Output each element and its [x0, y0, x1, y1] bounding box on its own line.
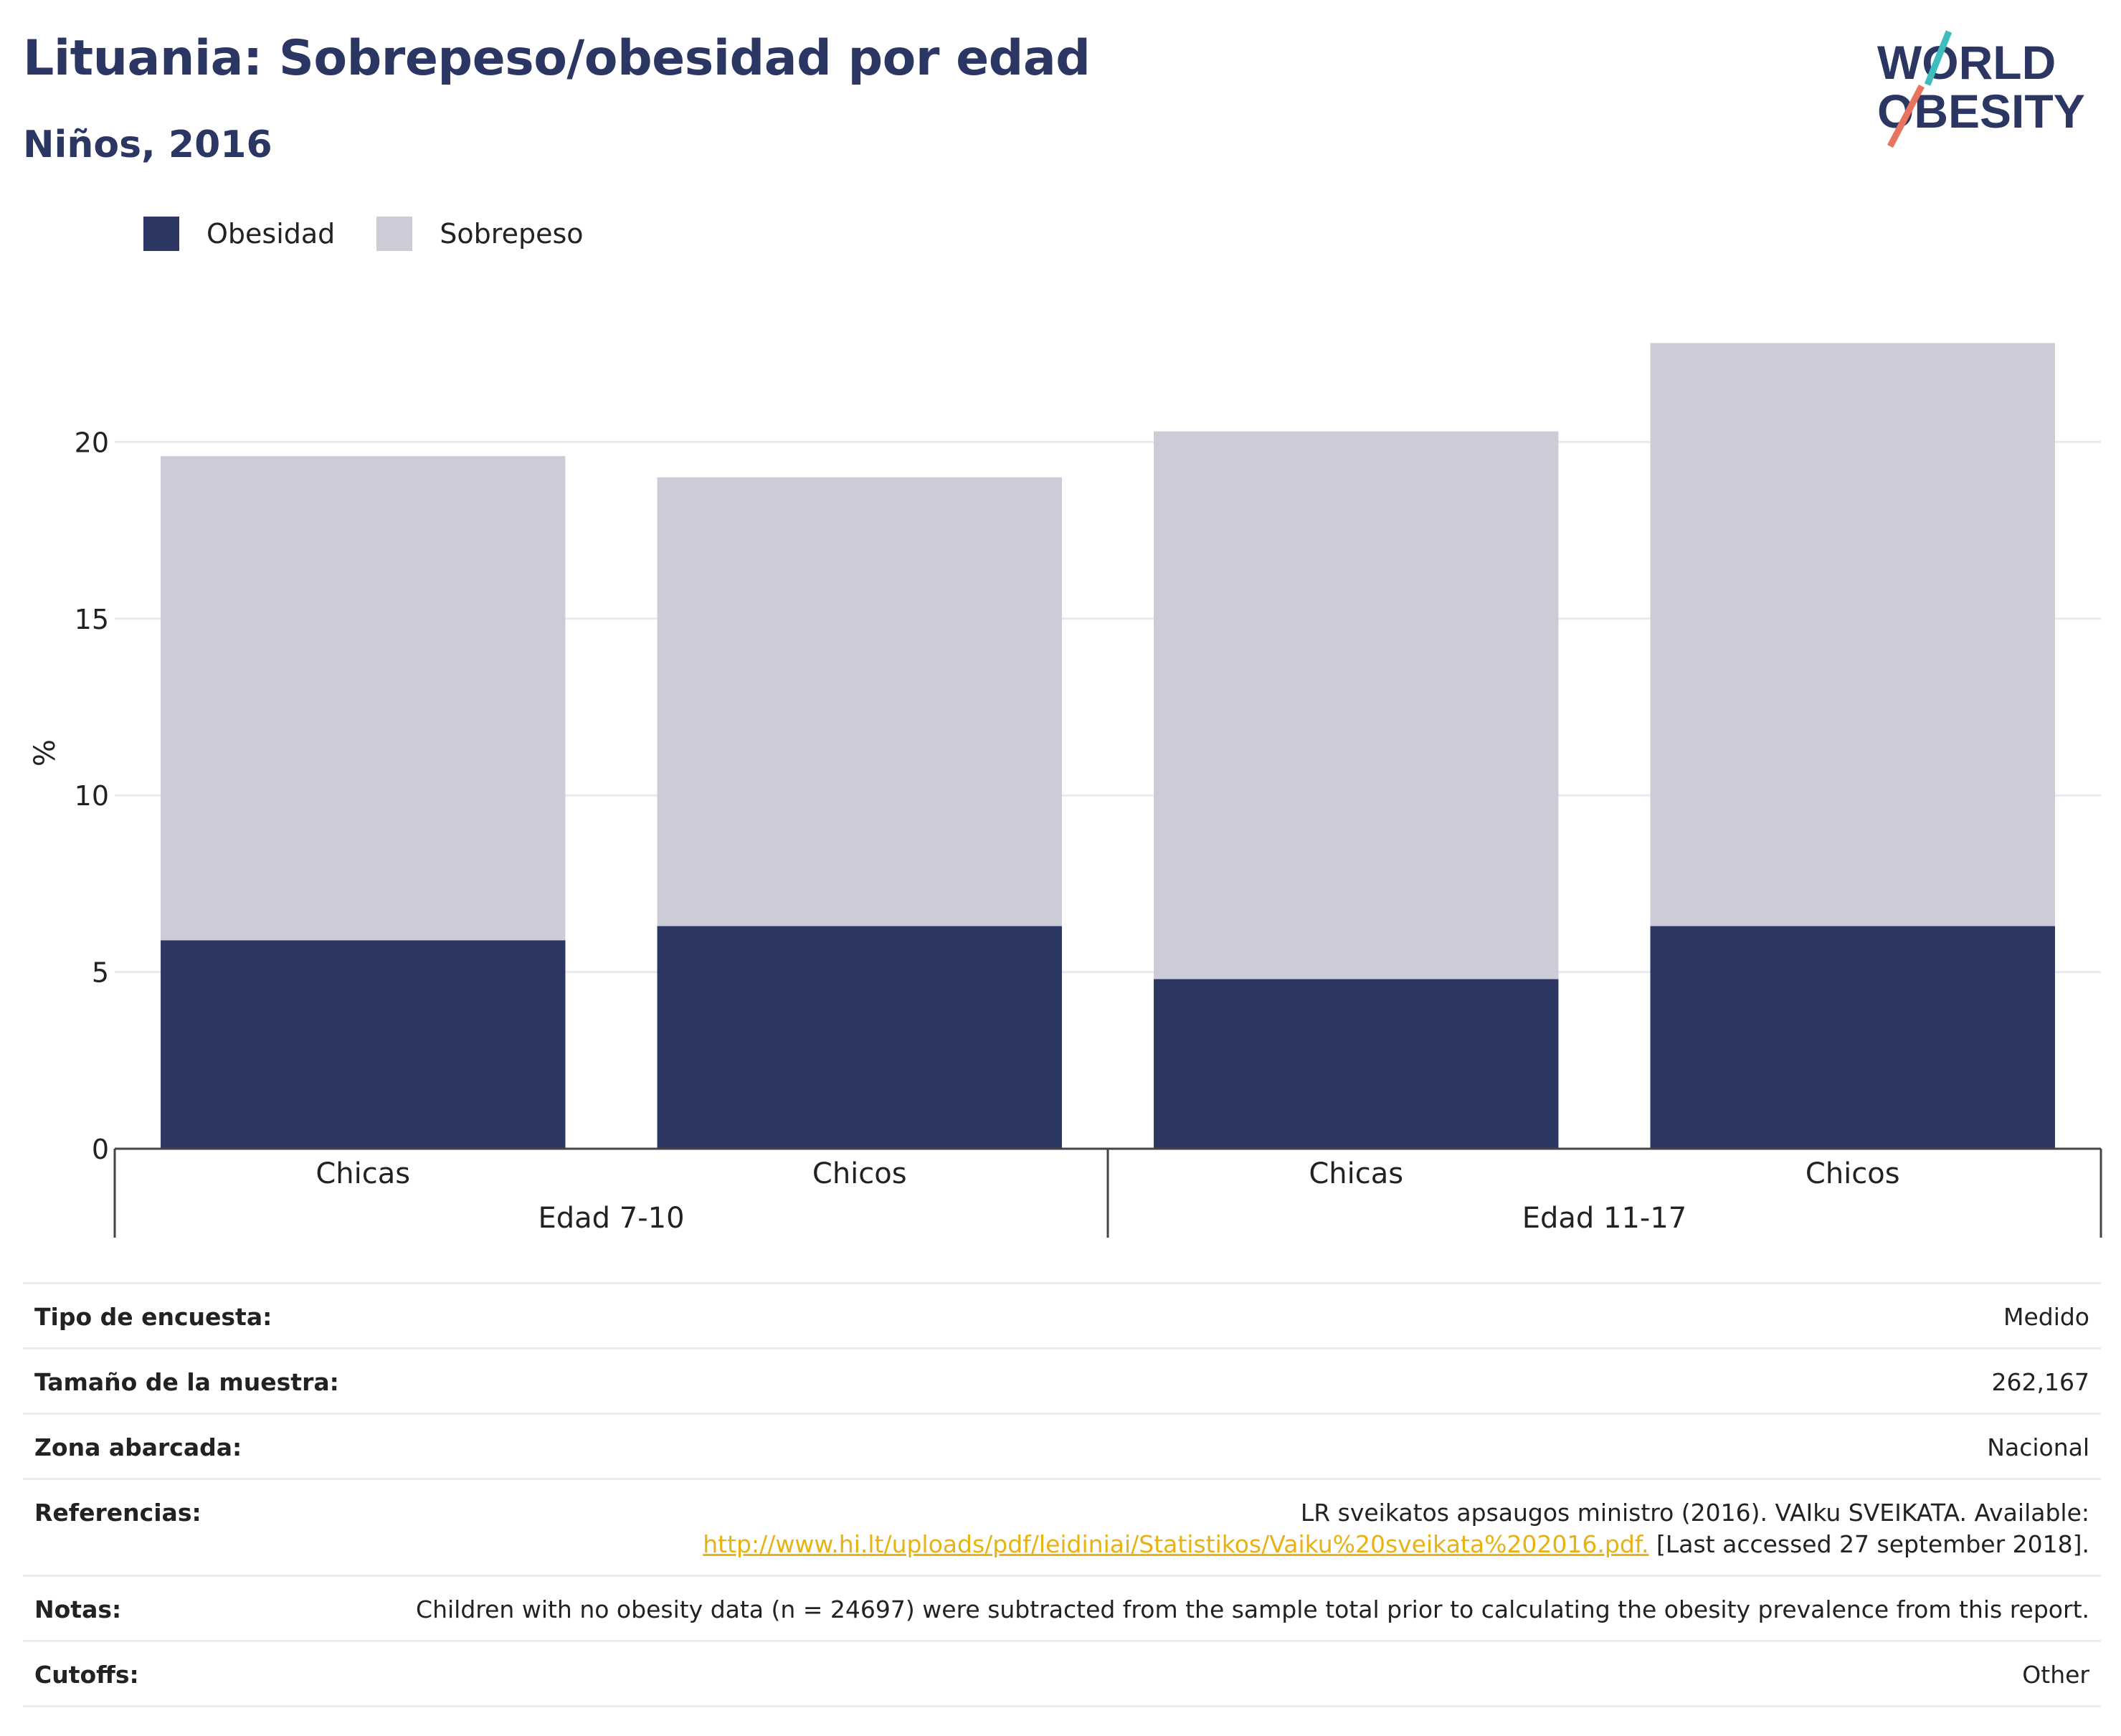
info-value: LR sveikatos apsaugos ministro (2016). V… — [245, 1497, 2089, 1560]
bar-obesidad — [1650, 926, 2055, 1149]
bar-obesidad — [1154, 979, 1559, 1149]
logo-text-world: WORLD — [1877, 36, 2056, 89]
info-value: Nacional — [1987, 1433, 2089, 1461]
bar-obesidad — [657, 926, 1062, 1149]
legend-swatch-sobrepeso — [376, 217, 413, 251]
legend-swatch-obesidad — [143, 217, 179, 251]
logo-slash-red — [1887, 84, 1925, 148]
y-tick-label: 15 — [75, 604, 109, 635]
y-tick-label: 10 — [75, 780, 109, 812]
logo-slash-teal — [1924, 30, 1952, 86]
info-label: Tamaño de la muestra: — [34, 1368, 339, 1396]
x-tick-label: Chicos — [812, 1157, 907, 1190]
y-axis-label: % — [29, 739, 62, 767]
chart-subtitle: Niños, 2016 — [23, 123, 272, 166]
bar-sobrepeso — [1154, 431, 1559, 980]
bar-sobrepeso — [161, 456, 566, 941]
info-row-references: Referencias: LR sveikatos apsaugos minis… — [23, 1478, 2101, 1575]
x-tick-label: Chicos — [1806, 1157, 1900, 1190]
info-row-survey-type: Tipo de encuesta: Medido — [23, 1282, 2101, 1347]
legend-label-obesidad: Obesidad — [207, 218, 336, 250]
y-tick-label: 5 — [92, 957, 109, 989]
reference-link[interactable]: http://www.hi.lt/uploads/pdf/leidiniai/S… — [703, 1530, 1649, 1558]
info-label: Notas: — [34, 1595, 122, 1623]
world-obesity-logo: WORLD OBESITY — [1877, 30, 2085, 148]
legend-label-sobrepeso: Sobrepeso — [440, 218, 584, 250]
group-label: Edad 7-10 — [538, 1202, 684, 1235]
x-tick-label: Chicas — [315, 1157, 410, 1190]
chart-title: Lituania: Sobrepeso/obesidad por edad — [23, 30, 1091, 87]
info-value: 262,167 — [1991, 1368, 2089, 1396]
info-label: Cutoffs: — [34, 1661, 139, 1689]
chart-legend: Obesidad Sobrepeso — [143, 212, 625, 255]
group-label: Edad 11-17 — [1522, 1202, 1687, 1235]
reference-text: LR sveikatos apsaugos ministro (2016). V… — [1300, 1499, 2089, 1527]
y-tick-label: 0 — [92, 1134, 109, 1165]
bar-sobrepeso — [657, 477, 1062, 926]
info-value: Other — [2022, 1661, 2089, 1689]
stacked-bar-chart: 0 5 10 15 20% Chicas Chicos Chicas Chicos Edad 7-… — [29, 343, 2102, 1238]
survey-info-table: Tipo de encuesta: Medido Tamaño de la mu… — [23, 1282, 2101, 1707]
info-value: Medido — [2003, 1303, 2089, 1331]
reference-accessed: [Last accessed 27 september 2018]. — [1648, 1530, 2089, 1558]
bar-obesidad — [161, 940, 566, 1149]
bar-sobrepeso — [1650, 343, 2055, 926]
info-value: Children with no obesity data (n = 24697… — [416, 1595, 2089, 1623]
y-tick-label: 20 — [75, 427, 109, 458]
legend-item-obesidad[interactable]: Obesidad — [143, 217, 335, 251]
info-label: Tipo de encuesta: — [34, 1303, 272, 1331]
info-row-cutoffs: Cutoffs: Other — [23, 1640, 2101, 1707]
info-label: Referencias: — [34, 1499, 201, 1527]
info-label: Zona abarcada: — [34, 1433, 242, 1461]
x-tick-label: Chicas — [1309, 1157, 1403, 1190]
info-row-notes: Notas: Children with no obesity data (n … — [23, 1575, 2101, 1640]
info-row-sample-size: Tamaño de la muestra: 262,167 — [23, 1347, 2101, 1413]
legend-item-sobrepeso[interactable]: Sobrepeso — [376, 217, 584, 251]
info-row-area: Zona abarcada: Nacional — [23, 1413, 2101, 1478]
